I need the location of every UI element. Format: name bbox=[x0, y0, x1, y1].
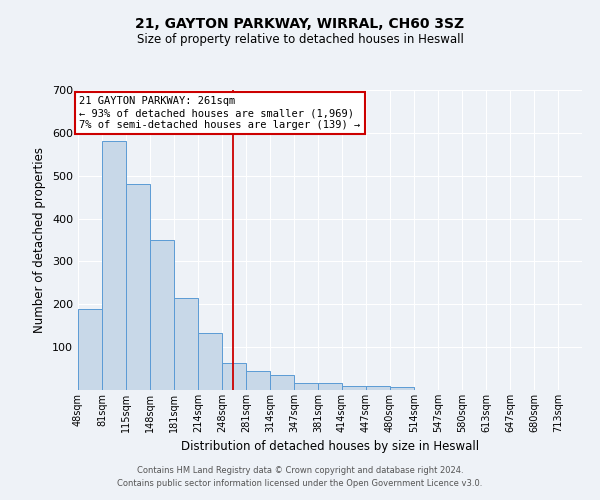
Text: 21, GAYTON PARKWAY, WIRRAL, CH60 3SZ: 21, GAYTON PARKWAY, WIRRAL, CH60 3SZ bbox=[136, 18, 464, 32]
Bar bbox=[198, 334, 222, 390]
X-axis label: Distribution of detached houses by size in Heswall: Distribution of detached houses by size … bbox=[181, 440, 479, 454]
Y-axis label: Number of detached properties: Number of detached properties bbox=[34, 147, 46, 333]
Bar bbox=[318, 382, 342, 390]
Bar bbox=[174, 298, 198, 390]
Bar bbox=[390, 388, 414, 390]
Bar bbox=[342, 386, 366, 390]
Bar bbox=[294, 382, 318, 390]
Bar bbox=[150, 240, 174, 390]
Bar bbox=[102, 142, 126, 390]
Text: Size of property relative to detached houses in Heswall: Size of property relative to detached ho… bbox=[137, 32, 463, 46]
Bar bbox=[270, 375, 294, 390]
Bar bbox=[126, 184, 150, 390]
Bar bbox=[222, 364, 246, 390]
Text: Contains HM Land Registry data © Crown copyright and database right 2024.
Contai: Contains HM Land Registry data © Crown c… bbox=[118, 466, 482, 487]
Text: 21 GAYTON PARKWAY: 261sqm
← 93% of detached houses are smaller (1,969)
7% of sem: 21 GAYTON PARKWAY: 261sqm ← 93% of detac… bbox=[79, 96, 361, 130]
Bar bbox=[246, 371, 270, 390]
Bar bbox=[366, 386, 390, 390]
Bar bbox=[78, 308, 102, 390]
